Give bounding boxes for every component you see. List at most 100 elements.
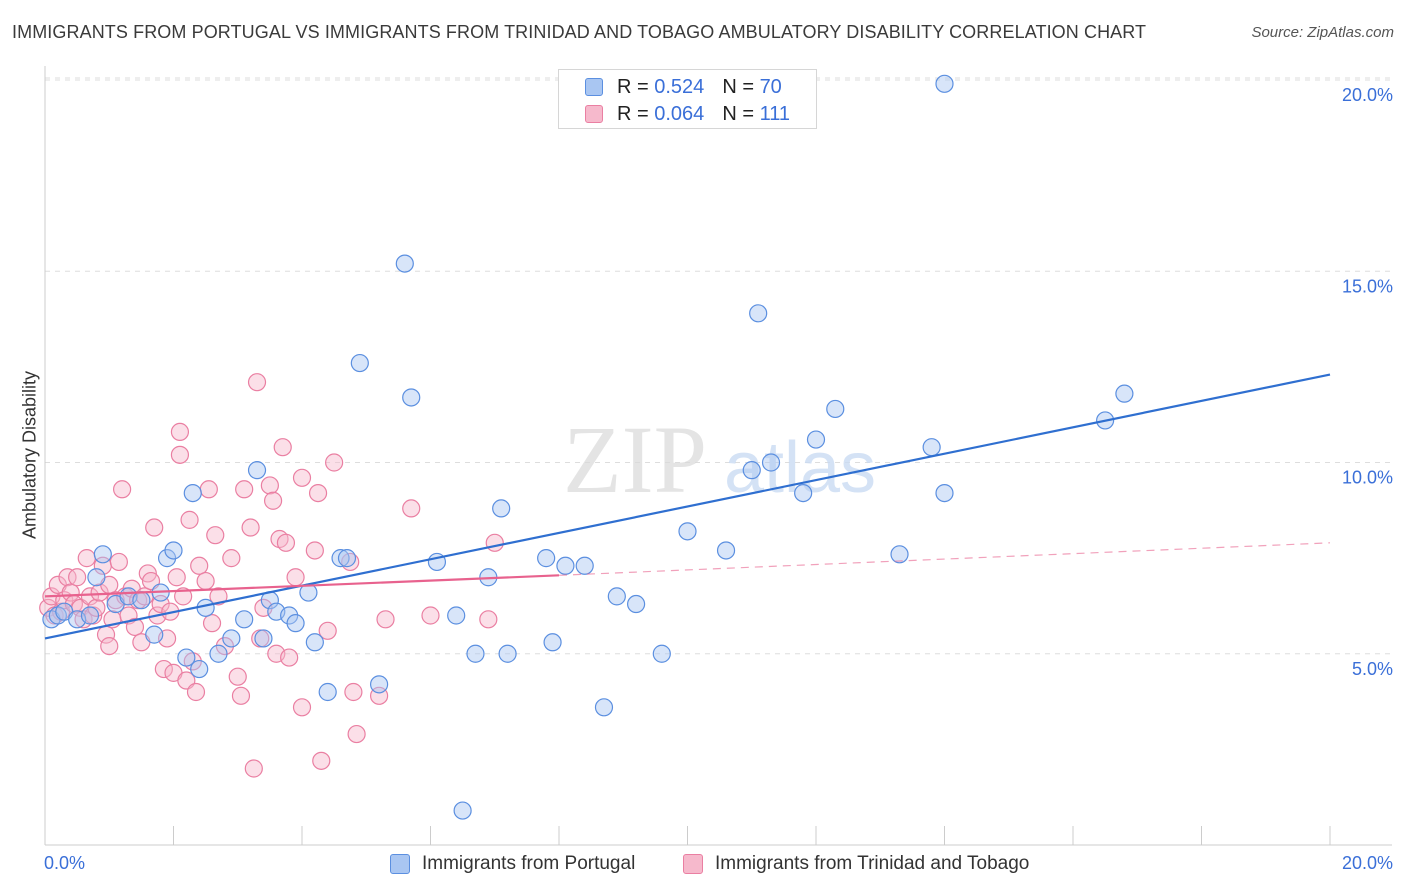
portugal-point (498, 644, 517, 663)
watermark: ZIP atlas (563, 406, 876, 513)
legend-row-trinidad: R = 0.064 N = 111 (585, 103, 790, 125)
legend-row-portugal: R = 0.524 N = 70 (585, 76, 782, 98)
portugal-point (145, 625, 164, 644)
portugal-point (447, 606, 466, 625)
portugal-point (716, 541, 736, 560)
portugal-point (543, 633, 562, 652)
portugal-point (594, 698, 614, 717)
portugal-point (453, 801, 472, 820)
portugal-point (222, 629, 241, 648)
legend-label: Immigrants from Portugal (422, 853, 636, 874)
axes (44, 66, 1392, 846)
trinidad-point (286, 568, 305, 587)
trinidad-point (90, 583, 109, 602)
gridlines (45, 77, 1392, 655)
trinidad-point (190, 556, 209, 575)
portugal-point (395, 254, 414, 273)
tick-labels: 5.0% 10.0% 15.0% 20.0% 0.0% 20.0% (44, 85, 1393, 873)
trinidad-point (292, 698, 312, 717)
x-tick-label: 20.0% (1342, 853, 1393, 873)
trinidad-point (235, 480, 254, 499)
portugal-point (922, 438, 941, 457)
trinidad-point (347, 724, 366, 744)
n-label: N = (722, 102, 754, 125)
trinidad-point (58, 568, 77, 587)
portugal-swatch (390, 854, 410, 874)
legend-item-trinidad: Immigrants from Trinidad and Tobago (683, 852, 1029, 876)
trinidad-point (421, 606, 440, 625)
portugal-point (87, 568, 106, 587)
portugal-point (761, 453, 781, 472)
trinidad-point (180, 510, 199, 529)
trinidad-point (247, 373, 267, 392)
n-label: N = (722, 75, 754, 98)
trinidad-point (308, 484, 328, 503)
portugal-point (196, 598, 215, 617)
portugal-point (132, 591, 151, 610)
trinidad-point (292, 468, 312, 487)
correlation-legend: R = 0.524 N = 70 R = 0.064 N = 111 (558, 69, 817, 129)
r-value: 0.524 (654, 75, 705, 98)
portugal-point (235, 610, 254, 629)
portugal-point (749, 304, 768, 323)
portugal-point (607, 587, 626, 606)
portugal-point (209, 644, 228, 663)
trinidad-point (167, 568, 186, 587)
trinidad-point (199, 480, 218, 499)
portugal-point (652, 644, 671, 663)
portugal-point (492, 499, 511, 518)
chart-title: IMMIGRANTS FROM PORTUGAL VS IMMIGRANTS F… (12, 22, 1147, 42)
portugal-point (575, 556, 594, 575)
trinidad-point (154, 659, 173, 679)
y-tick-label: 20.0% (1342, 85, 1393, 105)
portugal-point (1115, 384, 1134, 403)
trinidad-point (280, 648, 299, 667)
portugal-point (177, 648, 196, 667)
trinidad-point (202, 614, 222, 633)
trinidad-point (312, 751, 331, 770)
r-value: 0.064 (654, 102, 705, 125)
trinidad-swatch (683, 854, 703, 874)
portugal-point (247, 461, 267, 480)
portugal-point (935, 484, 954, 503)
portugal-point (337, 549, 357, 568)
trinidad-point (231, 686, 251, 705)
trinidad-point (376, 610, 395, 629)
n-value: 70 (759, 75, 782, 98)
portugal-point (890, 545, 909, 564)
portugal-points (42, 74, 1134, 820)
portugal-point (402, 388, 421, 407)
trinidad-point (80, 587, 100, 606)
trinidad-point (402, 499, 421, 518)
trinidad-point (276, 533, 296, 552)
y-tick-label: 10.0% (1342, 468, 1393, 488)
trinidad-point (100, 636, 119, 656)
portugal-point (678, 522, 697, 541)
trinidad-point (228, 667, 247, 686)
r-label: R = (617, 75, 649, 98)
portugal-point (331, 549, 350, 568)
trinidad-point (170, 422, 190, 441)
trinidad-point (241, 518, 260, 537)
trinidad-point (68, 568, 87, 587)
portugal-trend-line (44, 373, 1331, 640)
trinidad-point (260, 476, 279, 495)
trinidad-point (209, 587, 228, 606)
watermark-zip: ZIP (563, 406, 707, 513)
trinidad-trend-line (44, 574, 560, 598)
trinidad-trend-extension (558, 542, 1331, 576)
trinidad-point (61, 583, 80, 602)
portugal-point (318, 682, 337, 702)
n-value: 111 (759, 102, 790, 125)
trinidad-point (244, 759, 263, 778)
portugal-point (183, 484, 202, 503)
trinidad-point (125, 617, 145, 637)
portugal-point (537, 549, 556, 568)
portugal-point (93, 545, 112, 564)
trinidad-point (222, 549, 241, 568)
trinidad-point (186, 682, 206, 702)
trinidad-point (485, 533, 504, 552)
trinidad-point (145, 518, 164, 537)
trinidad-point (170, 445, 190, 464)
portugal-point (556, 556, 575, 575)
